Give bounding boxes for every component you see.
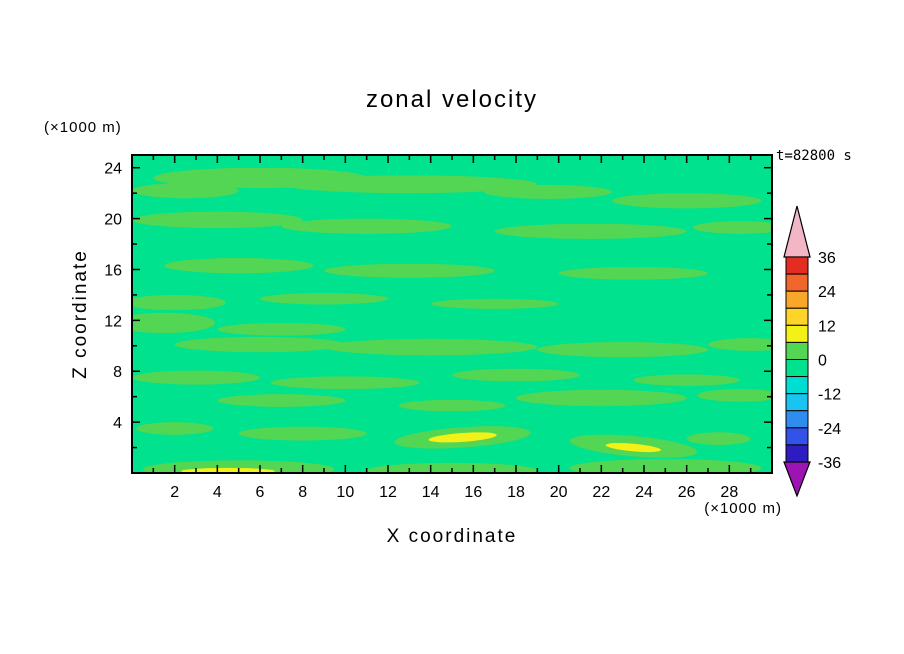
- x-tick-label: 16: [464, 484, 482, 501]
- colorbar-tick-label: 12: [818, 318, 836, 335]
- contour-field: [132, 155, 772, 473]
- x-tick-label: 8: [298, 484, 307, 501]
- contour-blob: [537, 341, 709, 358]
- colorbar-tick-label: 0: [818, 353, 827, 370]
- x-tick-label: 18: [507, 484, 525, 501]
- colorbar-band: [785, 359, 809, 378]
- contour-blob: [452, 368, 580, 382]
- contour-blob: [281, 218, 452, 234]
- y-tick-label: 16: [104, 262, 122, 279]
- colorbar-band: [785, 324, 809, 343]
- colorbar-band: [785, 444, 809, 463]
- x-tick-label: 10: [336, 484, 354, 501]
- contour-blob: [238, 426, 367, 441]
- contour-blob: [270, 376, 420, 390]
- contour-blob: [612, 193, 762, 209]
- x-tick-label: 2: [170, 484, 179, 501]
- time-label: t=82800 s: [776, 148, 852, 164]
- colorbar-band: [785, 290, 809, 309]
- x-tick-label: 6: [256, 484, 265, 501]
- contour-blob: [324, 338, 538, 356]
- contour-blob: [398, 399, 506, 412]
- colorbar-tick-label: 36: [818, 250, 836, 267]
- colorbar-band: [785, 376, 809, 395]
- contour-blob: [686, 432, 751, 446]
- x-tick-label: 24: [635, 484, 653, 501]
- contour-blob: [281, 175, 538, 194]
- y-axis-units-label: (×1000 m): [44, 119, 122, 136]
- colorbar-tick-label: 24: [818, 284, 836, 301]
- y-tick-label: 4: [113, 415, 122, 432]
- x-tick-label: 20: [550, 484, 568, 501]
- contour-blob: [697, 389, 772, 402]
- contour-blob: [132, 294, 226, 311]
- contour-blob: [136, 422, 214, 435]
- contour-blob: [217, 394, 346, 407]
- colorbar-band: [785, 256, 809, 275]
- colorbar-band: [785, 410, 809, 429]
- contour-blob: [569, 459, 762, 473]
- contour-blob: [605, 443, 661, 453]
- contour-blob: [324, 263, 495, 278]
- contour-blob: [132, 211, 303, 229]
- colorbar-band: [785, 427, 809, 446]
- contour-blob: [428, 432, 497, 443]
- colorbar-band: [785, 393, 809, 412]
- plot-title: zonal velocity: [365, 86, 539, 113]
- y-tick-label: 20: [104, 212, 122, 229]
- colorbar-band: [785, 273, 809, 292]
- y-tick-label: 24: [104, 161, 122, 178]
- colorbar-band: [785, 307, 809, 326]
- colorbar-tick-label: -24: [818, 421, 841, 438]
- colorbar-under-arrow: [783, 461, 811, 498]
- y-axis-title: Z coordinate: [70, 249, 91, 379]
- x-tick-label: 14: [422, 484, 440, 501]
- x-tick-label: 12: [379, 484, 397, 501]
- x-tick-label: 28: [720, 484, 738, 501]
- contour-blob: [484, 184, 612, 199]
- x-axis-units-label: (×1000 m): [704, 500, 782, 517]
- colorbar-tick-label: -36: [818, 455, 841, 472]
- colorbar-tick-label: -12: [818, 387, 841, 404]
- contour-blob: [260, 293, 388, 305]
- contour-blob: [558, 266, 708, 280]
- x-tick-label: 26: [678, 484, 696, 501]
- y-tick-label: 8: [113, 364, 122, 381]
- x-tick-label: 4: [213, 484, 222, 501]
- contour-blob: [633, 374, 741, 386]
- contour-blob: [494, 223, 687, 239]
- x-tick-label: 22: [592, 484, 610, 501]
- x-axis-title: X coordinate: [386, 526, 518, 547]
- contour-blob: [516, 389, 687, 407]
- contour-blob: [132, 370, 260, 385]
- contour-blob: [132, 312, 216, 334]
- contour-blob: [430, 298, 559, 309]
- contour-blob: [181, 467, 275, 473]
- contour-blob: [132, 182, 239, 199]
- contour-blob: [217, 322, 346, 336]
- colorbar-band: [785, 341, 809, 360]
- contour-blob: [174, 336, 346, 353]
- contour-blob: [164, 258, 314, 274]
- contour-blob: [693, 221, 772, 234]
- colorbar-over-arrow: [783, 205, 811, 258]
- contour-blob: [708, 338, 772, 351]
- y-tick-label: 12: [104, 313, 122, 330]
